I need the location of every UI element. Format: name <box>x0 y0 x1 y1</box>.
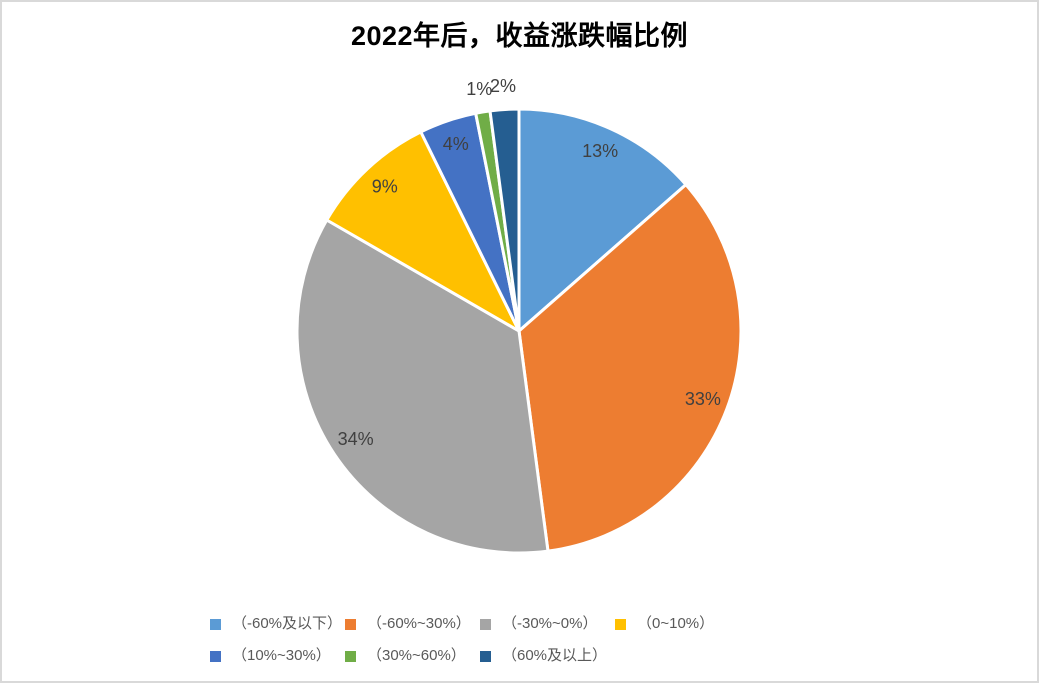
pie-slice-label-2: 33% <box>685 389 721 409</box>
pie-slice-2 <box>517 183 743 553</box>
pie-slice-4 <box>325 130 521 333</box>
chart-title: 2022年后，收益涨跌幅比例 <box>350 21 689 51</box>
pie-slice-label-7: 2% <box>490 76 516 96</box>
pie-slice-label-4: 9% <box>372 176 398 196</box>
pie-slice-label-6: 1% <box>466 79 492 99</box>
pie-slice-label-1: 13% <box>582 141 618 161</box>
pie-slice-1 <box>517 107 688 333</box>
pie-slice-7 <box>488 107 521 333</box>
pie-slice-label-3: 34% <box>338 429 374 449</box>
pie-slice-label-5: 4% <box>443 134 469 154</box>
pie-slice-3 <box>295 218 550 555</box>
